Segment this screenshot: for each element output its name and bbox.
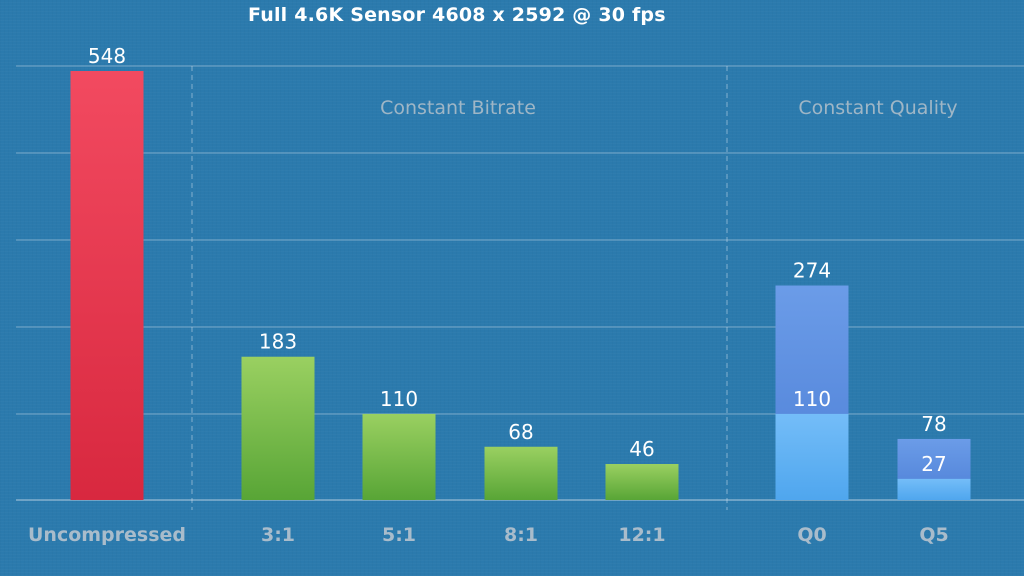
bars [70,71,971,500]
category-label: 8:1 [504,524,538,546]
group-label: Constant Bitrate [380,97,536,119]
data-label: 46 [629,437,654,461]
category-label: Q0 [797,524,826,546]
category-label: 5:1 [382,524,416,546]
category-labels: Uncompressed 3:1 5:1 8:1 12:1 Q0 Q5 [28,524,949,546]
data-label-inner: 110 [793,387,831,411]
bar [241,356,315,500]
bar-inner [775,413,849,500]
data-label: 110 [380,387,418,411]
data-labels: 548 183 110 68 46 274 78 110 27 [88,44,947,476]
bar [484,446,558,500]
bar-inner [897,478,971,500]
data-label-inner: 27 [921,452,946,476]
bar [605,463,679,500]
data-label: 78 [921,412,946,436]
data-label: 68 [508,420,533,444]
group-dividers [191,66,728,510]
data-label: 183 [259,330,297,354]
group-label: Constant Quality [798,97,957,119]
data-label: 548 [88,44,126,68]
chart-title: Full 4.6K Sensor 4608 x 2592 @ 30 fps [248,4,666,26]
bar [70,71,144,500]
category-label: 12:1 [618,524,665,546]
category-label: Uncompressed [28,524,186,546]
category-label: 3:1 [261,524,295,546]
data-label: 274 [793,259,831,283]
group-labels: Constant Bitrate Constant Quality [380,97,958,119]
category-label: Q5 [919,524,948,546]
bar [362,413,436,500]
